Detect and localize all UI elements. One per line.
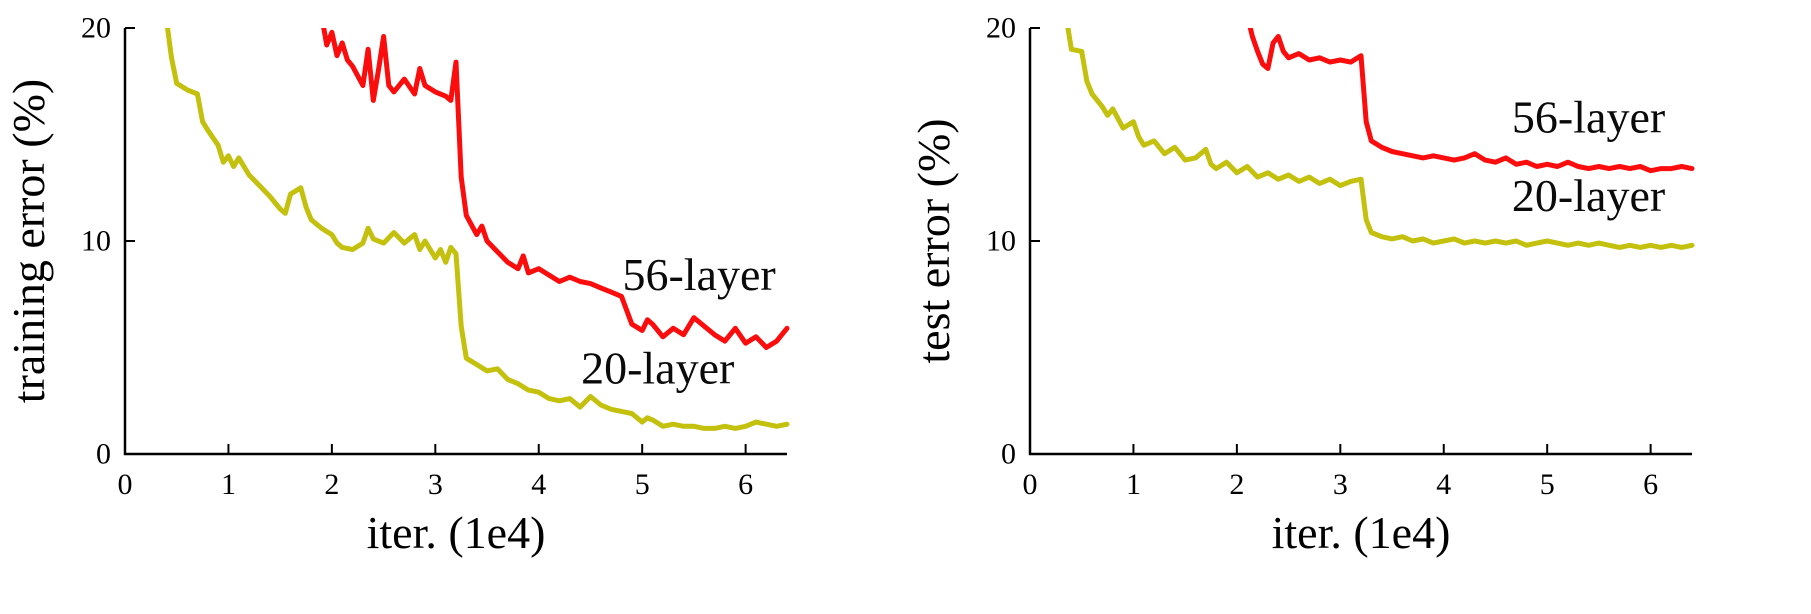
series-annotation-20-layer: 20-layer (1512, 170, 1665, 221)
series-annotation-56-layer: 56-layer (1512, 91, 1665, 142)
x-tick-label: 6 (738, 468, 753, 501)
series-line-20-layer (1065, 28, 1695, 250)
x-axis-label: iter. (1e4) (1272, 507, 1451, 558)
y-tick-label: 10 (986, 225, 1016, 258)
x-tick-label: 5 (1540, 468, 1555, 501)
y-tick-label: 0 (1001, 438, 1016, 471)
x-tick-label: 1 (1126, 468, 1141, 501)
x-tick-label: 2 (1229, 468, 1244, 501)
y-tick-label: 10 (81, 225, 111, 258)
training-error-chart: 0 1 2 3 4 5 6 0 10 20 iter. (1e4) training error (%… (3, 12, 790, 558)
series-line-56-layer (1247, 28, 1695, 174)
x-tick-label: 1 (221, 468, 236, 501)
x-tick-label: 3 (428, 468, 443, 501)
y-tick-label: 20 (986, 12, 1016, 45)
series-annotation-20-layer: 20-layer (581, 343, 734, 394)
x-axis-label: iter. (1e4) (367, 507, 546, 558)
x-tick-label: 4 (531, 468, 546, 501)
y-axis-label: test error (%) (908, 118, 959, 363)
series-line-56-layer (321, 28, 790, 350)
test-error-chart: 0 1 2 3 4 5 6 0 10 20 iter. (1e4) test error (%) 56-… (908, 12, 1695, 558)
y-tick-label: 0 (96, 438, 111, 471)
y-tick-label: 20 (81, 12, 111, 45)
x-tick-label: 0 (118, 468, 133, 501)
x-tick-label: 4 (1436, 468, 1451, 501)
y-axis-label: training error (%) (3, 79, 54, 403)
series-line-20-layer (165, 28, 790, 431)
x-tick-label: 3 (1333, 468, 1348, 501)
x-tick-label: 5 (635, 468, 650, 501)
test-error-chart-panel: 0 1 2 3 4 5 6 0 10 20 iter. (1e4) test error (%) 56-… (905, 0, 1810, 614)
x-tick-label: 0 (1023, 468, 1038, 501)
training-error-chart-panel: 0 1 2 3 4 5 6 0 10 20 iter. (1e4) training error (%… (0, 0, 905, 614)
x-tick-label: 6 (1643, 468, 1658, 501)
series-annotation-56-layer: 56-layer (622, 249, 775, 300)
x-tick-label: 2 (324, 468, 339, 501)
